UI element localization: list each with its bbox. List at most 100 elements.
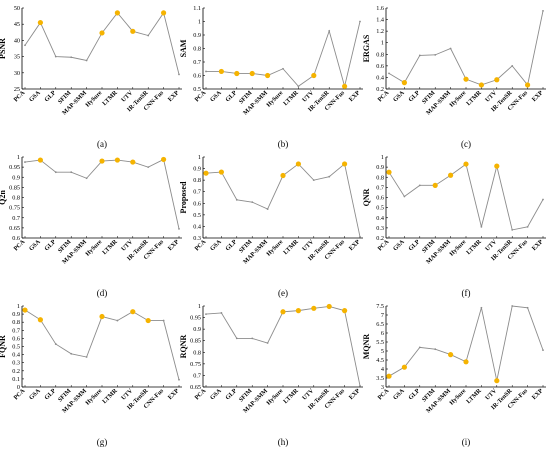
- highlight-point: [401, 364, 407, 370]
- data-point: [388, 72, 390, 75]
- y-tick-label: 0.9: [193, 32, 201, 39]
- x-tick-label: EXP: [531, 238, 545, 252]
- data-point: [434, 53, 437, 56]
- y-tick-label: 0.4: [376, 215, 384, 222]
- highlight-point: [203, 170, 209, 176]
- data-point: [178, 73, 180, 76]
- x-tick-label: EXP: [167, 238, 181, 252]
- y-tick-label: 0.7: [376, 184, 384, 191]
- highlight-point: [448, 172, 454, 178]
- data-point: [220, 312, 223, 314]
- x-tick-label: GSA: [28, 238, 42, 252]
- y-axis-label: ERGAS: [362, 34, 371, 62]
- x-tick-label: LTMR: [465, 387, 483, 405]
- y-tick-label: 1: [17, 303, 20, 310]
- x-tick-label: EXP: [167, 89, 181, 103]
- data-point: [434, 348, 437, 351]
- y-tick-label: 0.6: [376, 195, 384, 202]
- panel-caption: (e): [278, 288, 288, 298]
- series-line: [24, 158, 180, 229]
- x-tick-label: GSA: [392, 238, 406, 252]
- highlight-point: [130, 309, 136, 315]
- series-line: [388, 305, 544, 381]
- data-point: [328, 30, 331, 32]
- y-tick-label: 0.8: [193, 177, 201, 184]
- y-tick-label: 4.5: [376, 357, 384, 364]
- y-tick-label: 0.2: [376, 86, 384, 93]
- x-tick-label: LTMR: [101, 89, 119, 107]
- x-tick-label: HySure: [448, 387, 467, 406]
- data-point: [511, 305, 514, 307]
- y-tick-label: 0.5: [12, 344, 20, 351]
- panel-caption: (i): [462, 437, 471, 447]
- x-tick-label: GLP: [407, 89, 421, 103]
- y-tick-label: 0.7: [12, 327, 20, 334]
- data-point: [235, 337, 238, 340]
- y-tick-label: 0.8: [193, 349, 201, 356]
- x-tick-label: LTMR: [465, 238, 483, 256]
- highlight-point: [463, 76, 469, 82]
- data-point: [70, 171, 73, 174]
- y-tick-label: 0.9: [193, 326, 201, 333]
- highlight-point: [448, 352, 454, 358]
- x-tick-label: LTMR: [282, 387, 300, 405]
- data-point: [403, 195, 406, 198]
- y-tick-label: 1: [17, 154, 20, 161]
- y-tick-label: 0.9: [12, 311, 20, 318]
- x-tick-label: GLP: [224, 238, 238, 252]
- panel-caption: (f): [462, 288, 471, 298]
- highlight-point: [265, 72, 271, 79]
- x-tick-label: GSA: [209, 387, 223, 401]
- x-tick-label: HySure: [265, 238, 284, 257]
- y-tick-label: 0.4: [193, 223, 201, 230]
- series-line: [206, 21, 361, 87]
- y-axis-label: RQNR: [179, 335, 188, 359]
- highlight-point: [130, 159, 136, 165]
- y-tick-label: 0.75: [190, 361, 201, 368]
- data-point: [449, 47, 452, 50]
- data-point: [147, 166, 150, 169]
- highlight-point: [525, 82, 531, 88]
- highlight-point: [342, 161, 348, 167]
- data-point: [542, 349, 544, 351]
- data-point: [54, 343, 57, 345]
- y-tick-label: 0.95: [190, 315, 201, 322]
- y-tick-label: 0.5: [376, 205, 384, 212]
- y-tick-label: 7.5: [376, 303, 384, 310]
- y-axis-label: SAM: [179, 39, 188, 57]
- x-tick-label: GLP: [407, 387, 421, 401]
- data-point: [205, 70, 207, 73]
- data-point: [70, 352, 73, 355]
- data-point: [480, 306, 483, 309]
- data-point: [54, 55, 57, 58]
- y-tick-label: 0.85: [9, 184, 20, 191]
- series-line: [24, 11, 180, 75]
- x-tick-label: LTMR: [465, 89, 483, 107]
- x-tick-label: HySure: [448, 89, 467, 108]
- y-axis-label: FQNR: [0, 335, 7, 358]
- x-tick-label: HySure: [84, 238, 103, 257]
- x-tick-label: GSA: [392, 387, 406, 401]
- y-tick-label: 35: [14, 54, 20, 61]
- highlight-point: [494, 378, 500, 384]
- x-tick-label: LTMR: [282, 238, 300, 256]
- y-tick-label: 6.5: [376, 321, 384, 328]
- y-tick-label: 0.7: [12, 215, 20, 222]
- y-axis-label: PSNR: [0, 38, 7, 59]
- data-point: [359, 20, 361, 23]
- data-point: [266, 208, 269, 210]
- data-point: [24, 161, 26, 163]
- y-tick-label: 0.7: [193, 372, 201, 379]
- data-point: [205, 313, 207, 315]
- x-tick-label: LTMR: [101, 387, 119, 405]
- y-tick-label: 0.3: [376, 225, 384, 232]
- y-tick-label: 0.7: [193, 59, 201, 66]
- highlight-point: [99, 30, 105, 36]
- y-tick-label: 0.4: [376, 74, 384, 81]
- y-tick-label: 0.75: [9, 205, 20, 212]
- y-tick-label: 45: [14, 21, 20, 28]
- data-point: [147, 34, 150, 37]
